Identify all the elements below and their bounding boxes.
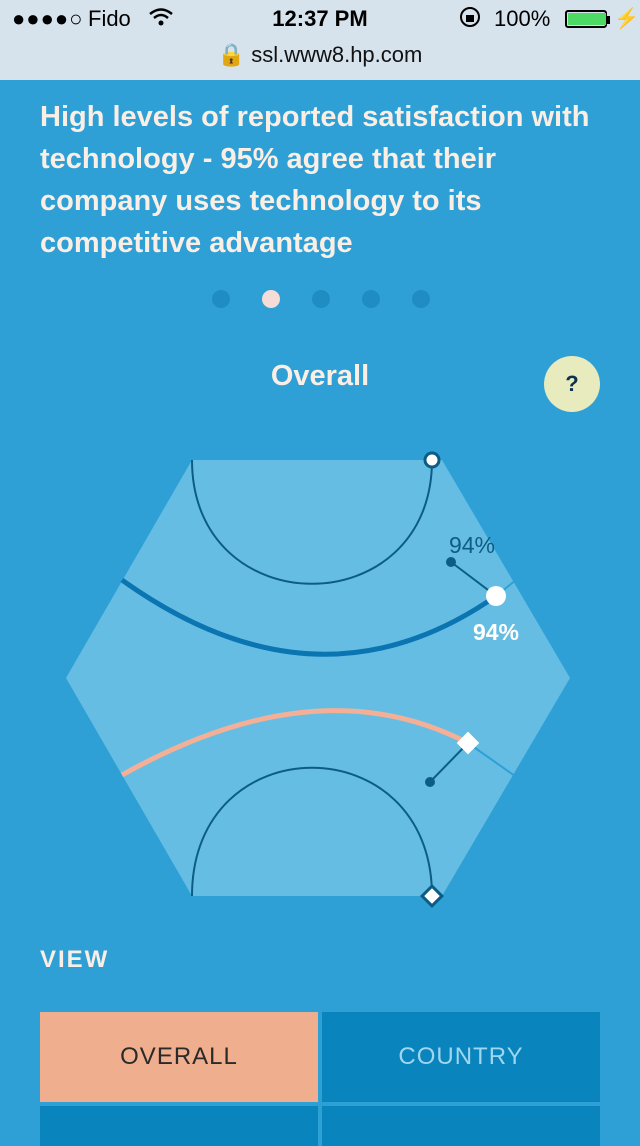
lower-arc-tail <box>467 742 516 777</box>
battery-tip <box>607 16 610 24</box>
headline: High levels of reported satisfaction wit… <box>40 101 590 259</box>
view-option-button[interactable] <box>40 1106 318 1146</box>
hexagon-shape <box>66 460 570 896</box>
section-title: Overall <box>270 360 370 392</box>
country-button[interactable]: COUNTRY <box>322 1012 600 1102</box>
battery-icon <box>565 10 607 28</box>
pager-dot[interactable] <box>412 290 430 308</box>
upper-value-marker[interactable] <box>486 586 506 606</box>
carrier-name: Fido <box>88 6 131 31</box>
view-option-button[interactable] <box>322 1106 600 1146</box>
url-bar[interactable]: 🔒 ssl.www8.hp.com <box>0 42 640 68</box>
pager-dot-active[interactable] <box>262 290 280 308</box>
help-button[interactable]: ? <box>544 356 600 412</box>
upper-semicircle <box>191 459 433 585</box>
lower-value-marker[interactable] <box>456 731 480 755</box>
charging-icon: ⚡ <box>614 8 639 30</box>
lower-leader-dot <box>425 777 435 787</box>
pager-dot[interactable] <box>212 290 230 308</box>
view-label: VIEW <box>40 946 110 973</box>
hexagon-chart: 94% 94% <box>66 451 570 909</box>
status-time: 12:37 PM <box>272 6 368 31</box>
lock-icon: 🔒 <box>217 42 246 67</box>
url-text: ssl.www8.hp.com <box>251 42 423 67</box>
signal-strength: ●●●●○ <box>12 6 84 31</box>
upper-leader-dot <box>446 557 456 567</box>
upper-label-outer: 94% <box>449 532 495 558</box>
upper-label-inner: 94% <box>473 619 519 645</box>
lower-endpoint-marker[interactable] <box>419 883 445 909</box>
battery-percent: 100% <box>494 6 551 31</box>
lower-semicircle <box>191 766 433 897</box>
pager-dot[interactable] <box>362 290 380 308</box>
lower-arc <box>120 708 470 778</box>
upper-arc <box>120 577 498 657</box>
wifi-icon <box>148 6 174 34</box>
overall-button[interactable]: OVERALL <box>40 1012 318 1102</box>
lower-leader-line <box>429 742 469 783</box>
rotation-lock-icon <box>458 6 482 34</box>
upper-endpoint-marker[interactable] <box>423 451 441 469</box>
status-bar: ●●●●○ Fido 12:37 PM 100% ⚡ 🔒 ssl.www8.hp… <box>0 0 640 80</box>
pager-dot[interactable] <box>312 290 330 308</box>
